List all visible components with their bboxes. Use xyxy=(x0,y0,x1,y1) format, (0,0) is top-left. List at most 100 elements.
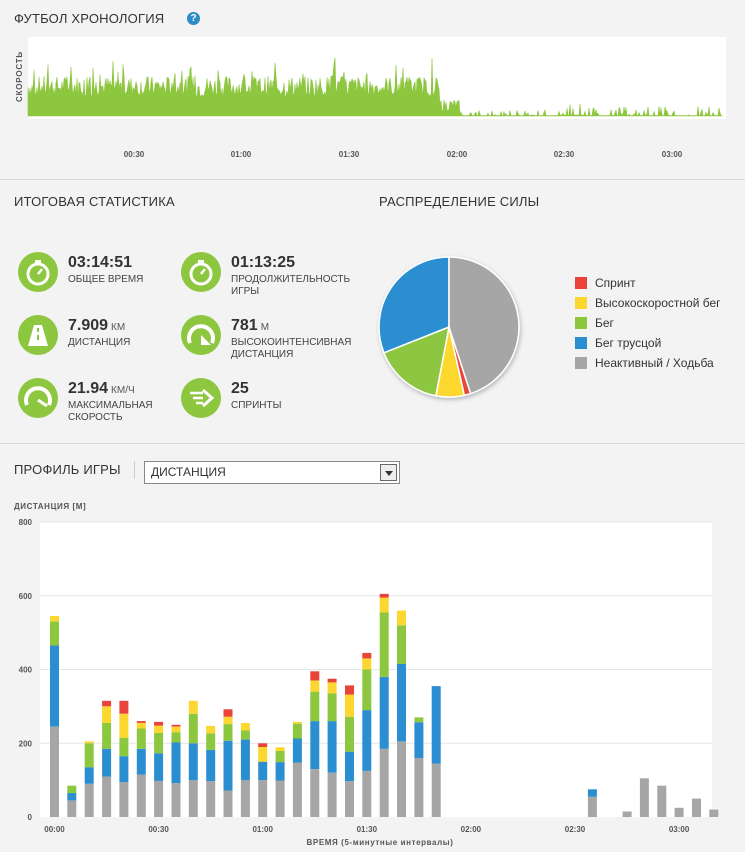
bar-segment xyxy=(50,726,59,817)
stat-label: Высокоинтенсивная дистанция xyxy=(231,337,352,360)
timeline-speed-area xyxy=(27,57,723,117)
stat-label: Продолжительность игры xyxy=(231,274,351,297)
bar-segment xyxy=(587,789,597,797)
timeline-tick-label: 02:00 xyxy=(447,150,468,159)
distribution-title: РАСПРЕДЕЛЕНИЕ СИЛЫ xyxy=(379,194,540,209)
speedometer-icon xyxy=(18,378,58,418)
bar-segment xyxy=(154,732,164,754)
bar-segment xyxy=(292,738,302,763)
bar-segment xyxy=(345,751,354,782)
legend-swatch xyxy=(575,337,587,349)
bar-segment xyxy=(275,780,285,817)
bar-segment xyxy=(345,694,354,717)
bar-segment xyxy=(275,762,285,781)
bar-segment xyxy=(240,730,250,740)
help-icon[interactable]: ? xyxy=(187,12,200,25)
bar-segment xyxy=(327,678,337,683)
bar-segment xyxy=(379,597,389,613)
bar-segment xyxy=(674,807,684,817)
bar-segment xyxy=(136,728,146,749)
bar-segment xyxy=(119,756,129,782)
bar-segment xyxy=(345,781,354,817)
bar-ylabel: ДИСТАНЦИЯ [М] xyxy=(14,502,86,511)
timeline-title: ФУТБОЛ ХРОНОЛОГИЯ xyxy=(14,11,165,26)
stat-label: Максимальная скорость xyxy=(68,400,153,423)
bar-segment xyxy=(258,743,268,747)
bar-segment xyxy=(414,717,424,723)
bar-xtick-label: 01:30 xyxy=(357,825,378,834)
bar-ytick-label: 200 xyxy=(19,739,33,748)
bar-segment xyxy=(587,796,597,817)
stat-sprints: 25 Спринты xyxy=(181,378,371,434)
summary-title: ИТОГОВАЯ СТАТИСТИКА xyxy=(14,194,175,209)
bar-segment xyxy=(119,737,129,757)
bar-segment xyxy=(327,721,337,773)
bar-ytick-label: 400 xyxy=(19,666,33,675)
legend-item-run: Бег xyxy=(575,313,721,333)
bar-segment xyxy=(379,676,389,749)
bar-segment xyxy=(292,721,302,724)
bar-segment xyxy=(67,793,77,801)
stopwatch-icon xyxy=(181,252,221,292)
bar-segment xyxy=(657,785,667,817)
bar-segment xyxy=(397,610,406,626)
bar-xlabel: ВРЕМЯ (5-минутные интервалы) xyxy=(307,838,454,847)
stat-max-speed: 21.94 КМ/Ч Максимальная скорость xyxy=(18,378,208,434)
bar-segment xyxy=(362,652,372,659)
high-intensity-icon xyxy=(181,315,221,355)
bar-segment xyxy=(240,723,250,731)
bar-segment xyxy=(362,710,372,771)
bar-xtick-label: 00:30 xyxy=(148,825,169,834)
bar-segment xyxy=(258,780,268,817)
bar-segment xyxy=(397,741,406,817)
divider xyxy=(134,461,135,479)
bar-xtick-label: 02:30 xyxy=(565,825,586,834)
bar-segment xyxy=(639,778,649,817)
bar-segment xyxy=(379,593,389,598)
bar-ytick-label: 600 xyxy=(19,592,33,601)
bar-segment xyxy=(310,769,320,817)
bar-segment xyxy=(136,774,146,817)
bar-segment xyxy=(292,723,302,739)
profile-title: ПРОФИЛЬ ИГРЫ xyxy=(14,462,121,477)
stat-high-intensity-distance: 781 М Высокоинтенсивная дистанция xyxy=(181,315,371,371)
legend-item-high-speed-run: Высокоскоростной бег xyxy=(575,293,721,313)
bar-segment xyxy=(171,724,181,727)
timeline-chart: СКОРОСТЬ 00:30 01:00 01:30 02:00 02:30 03:00 xyxy=(15,37,726,159)
bar-xtick-label: 02:00 xyxy=(461,825,482,834)
stat-value: 01:13:25 xyxy=(231,254,296,271)
bar-segment xyxy=(206,781,216,817)
bar-segment xyxy=(136,723,146,729)
bar-segment xyxy=(223,709,233,717)
bar-segment xyxy=(362,770,372,817)
legend-item-sprint: Спринт xyxy=(575,273,721,293)
bar-segment xyxy=(327,772,337,818)
bar-segment xyxy=(240,739,250,781)
stat-total-time: 03:14:51 Общее время xyxy=(18,252,208,308)
chevron-down-icon[interactable] xyxy=(380,464,397,481)
bar-segment xyxy=(362,669,372,711)
bar-segment xyxy=(119,713,129,738)
bar-segment xyxy=(414,758,424,817)
timeline-tick-label: 01:30 xyxy=(339,150,360,159)
sprint-icon xyxy=(181,378,221,418)
stat-value: 7.909 КМ xyxy=(68,317,126,334)
bar-ytick-label: 0 xyxy=(28,813,33,822)
bar-segment xyxy=(345,716,354,752)
bar-segment xyxy=(397,625,406,664)
bar-segment xyxy=(431,763,441,817)
bar-segment xyxy=(622,811,632,817)
bar-segment xyxy=(154,721,164,726)
stat-label: Общее время xyxy=(68,274,144,285)
bar-segment xyxy=(171,742,181,784)
bar-segment xyxy=(84,767,94,784)
legend-item-jog: Бег трусцой xyxy=(575,333,721,353)
timeline-section: ФУТБОЛ ХРОНОЛОГИЯ ? СКОРОСТЬ 00:30 01:00 0… xyxy=(0,0,745,180)
bar-segment xyxy=(67,785,77,794)
metric-select[interactable]: ДИСТАНЦИЯ xyxy=(144,461,400,484)
bar-segment xyxy=(223,790,233,817)
bar-segment xyxy=(119,782,129,817)
bar-segment xyxy=(709,809,719,817)
stat-game-duration: 01:13:25 Продолжительность игры xyxy=(181,252,371,308)
bar-segment xyxy=(223,724,233,741)
